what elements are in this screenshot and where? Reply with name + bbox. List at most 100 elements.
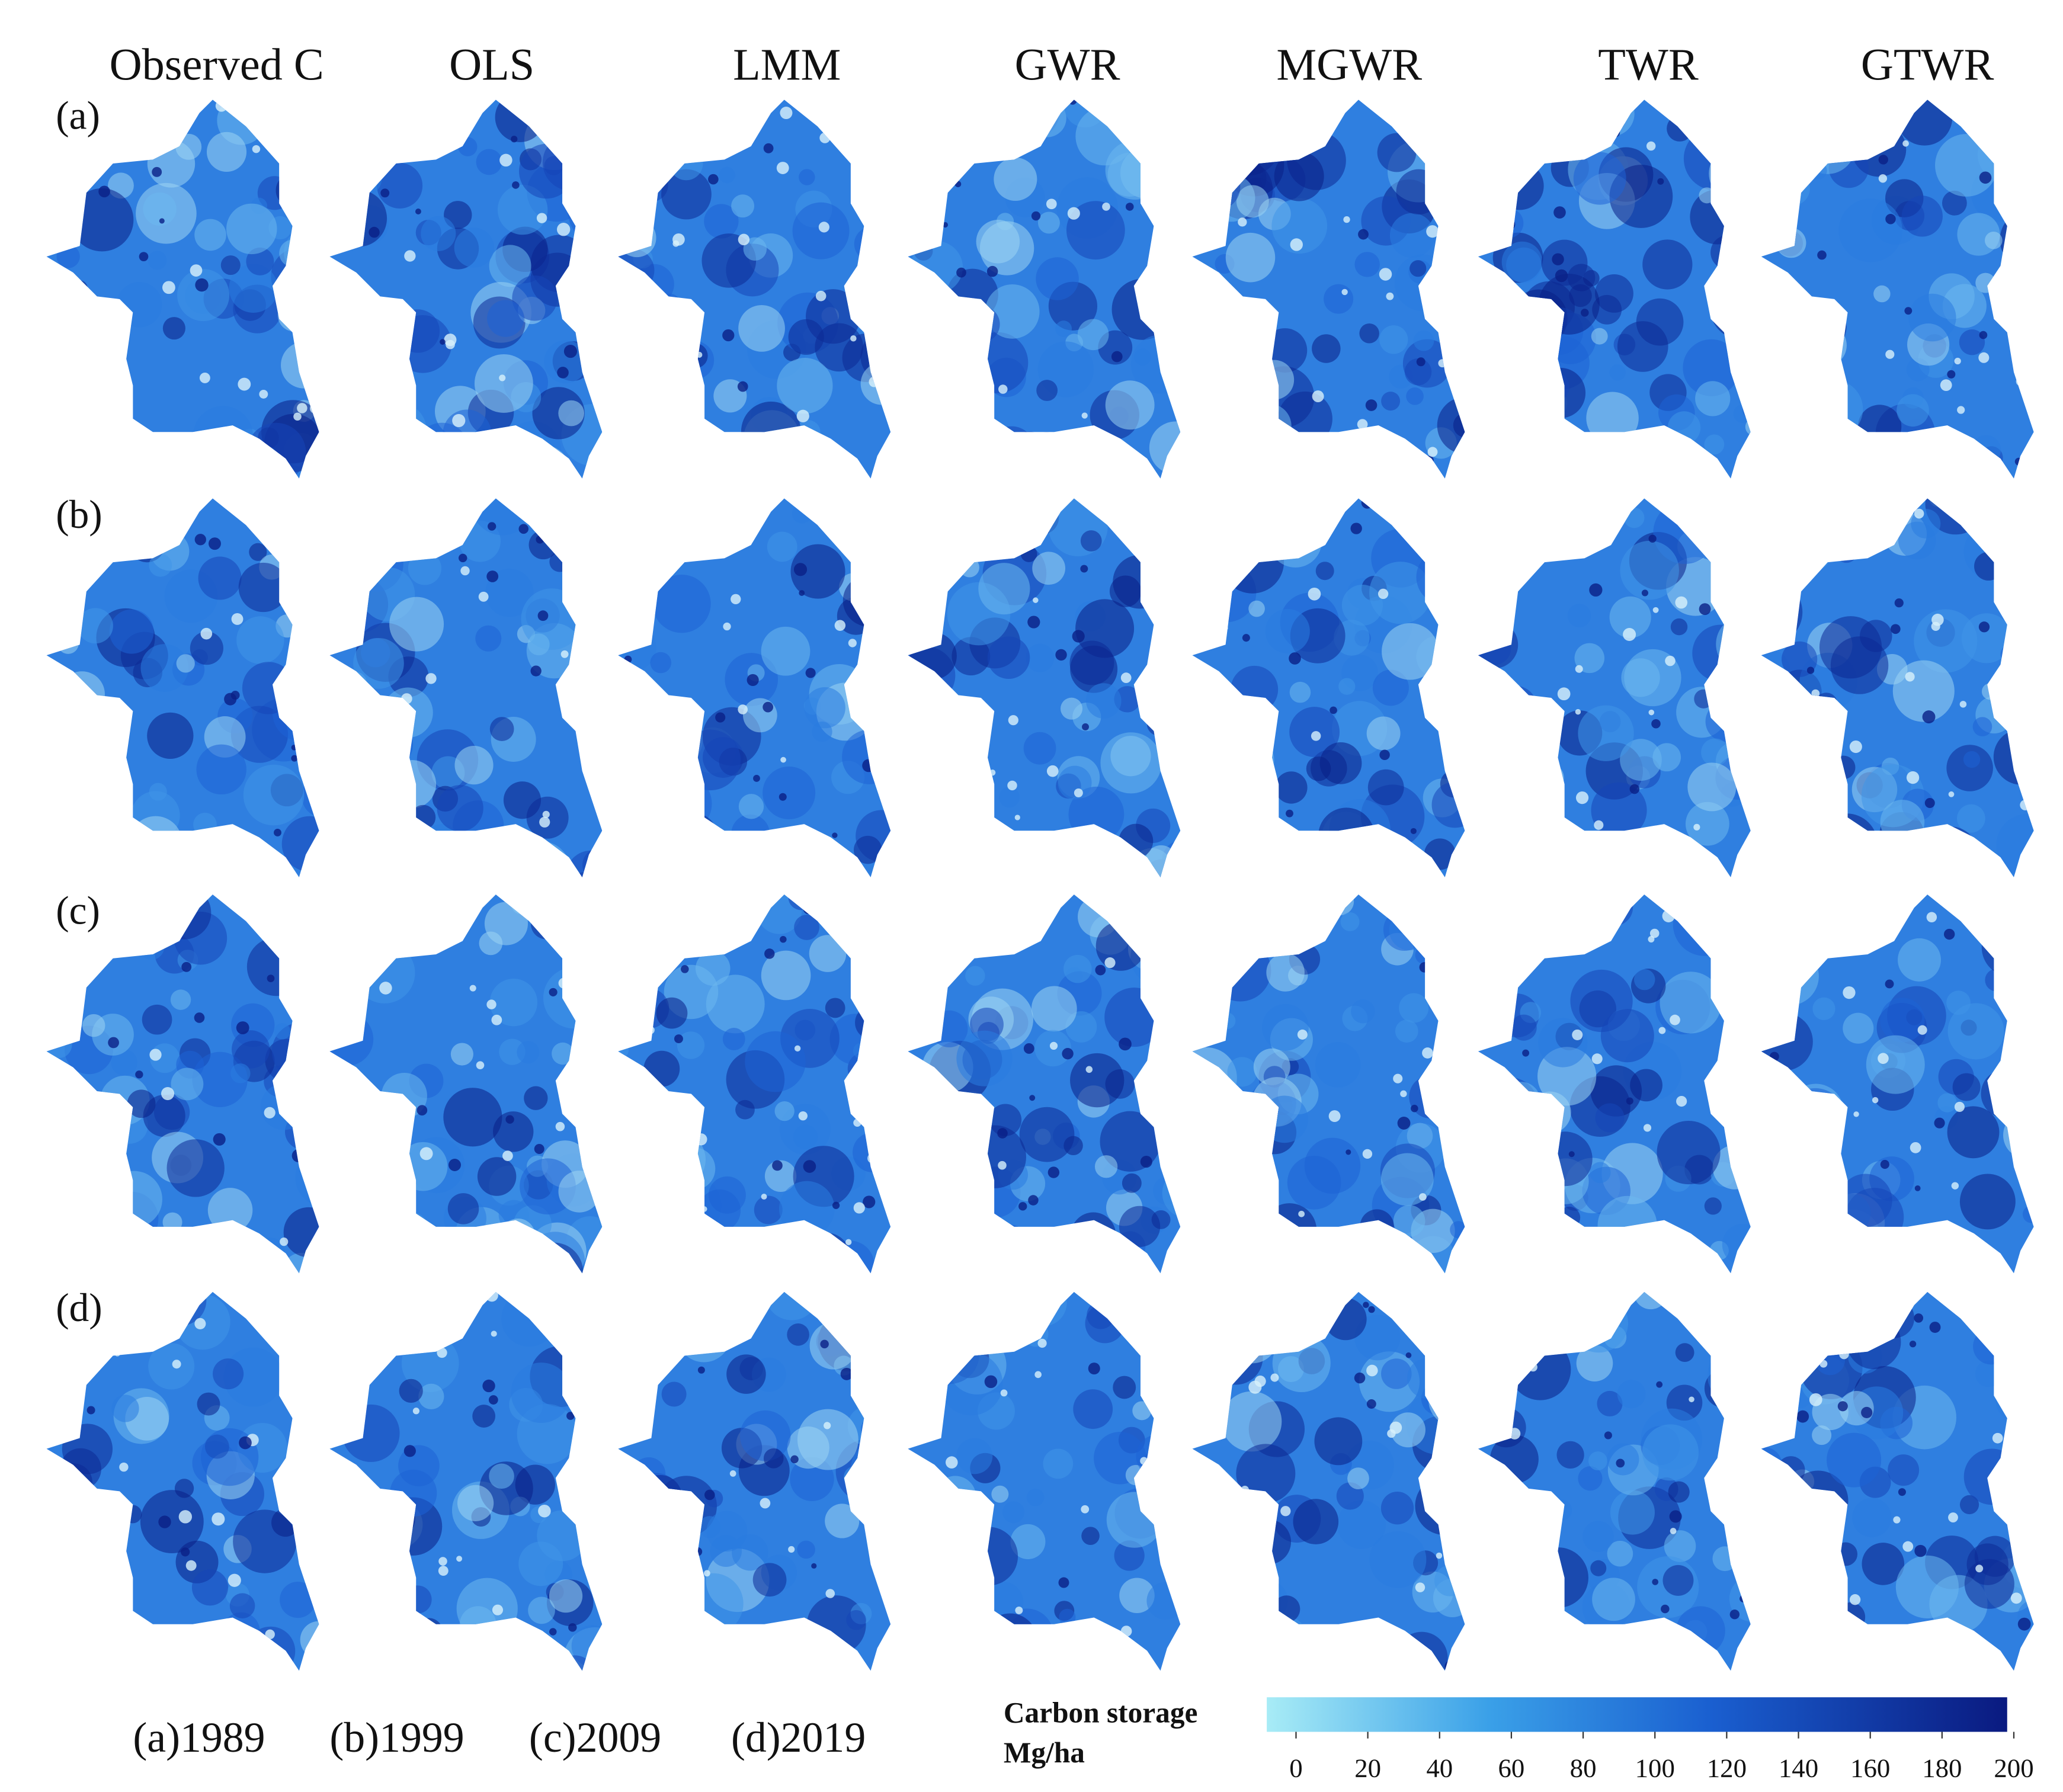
- map-spot: [1363, 1301, 1369, 1309]
- map-blob: [361, 1653, 386, 1671]
- map-spot: [832, 1201, 840, 1209]
- map-blob: [793, 1124, 818, 1150]
- map-spot: [1978, 352, 1990, 363]
- map-blob: [1787, 1114, 1838, 1165]
- map-blob: [1516, 700, 1537, 722]
- column-header: OLS: [449, 40, 534, 90]
- map-blob: [765, 1291, 819, 1320]
- map-blob: [1315, 562, 1334, 581]
- map-blob: [1261, 1095, 1308, 1143]
- map-spot: [738, 704, 748, 714]
- map-fill: [1761, 498, 2034, 877]
- map-blob: [1511, 1618, 1539, 1646]
- map-blob: [988, 426, 1035, 473]
- map-spot: [1924, 798, 1935, 809]
- map-blob: [1952, 1073, 1981, 1101]
- map-blob: [1761, 766, 1799, 825]
- map-spot: [695, 1133, 707, 1146]
- map-spot: [1205, 275, 1218, 288]
- map-spot: [1555, 269, 1568, 283]
- map-blob: [669, 146, 703, 181]
- map-spot: [485, 1668, 496, 1671]
- map-blob: [1573, 152, 1626, 205]
- map-blob: [1192, 1630, 1234, 1671]
- map-blob: [1132, 1401, 1152, 1421]
- map: [1478, 895, 1751, 1274]
- map-spot: [1909, 1341, 1917, 1348]
- map-spot: [592, 934, 603, 944]
- map-blob: [999, 787, 1020, 808]
- map-blob: [644, 819, 670, 844]
- map-blob: [618, 116, 668, 167]
- map-blob: [1488, 1104, 1541, 1158]
- map-blob: [1609, 596, 1651, 638]
- map-blob: [739, 1410, 791, 1461]
- map-blob: [1080, 530, 1102, 552]
- map-blob: [1981, 1069, 2030, 1118]
- map-blob: [1113, 554, 1167, 609]
- map-spot: [956, 267, 966, 278]
- colorbar-tick-label: 40: [1426, 1753, 1453, 1783]
- map-blob: [1528, 1547, 1588, 1608]
- map-spot: [108, 1037, 119, 1049]
- map-blob: [1478, 541, 1500, 565]
- map-blob: [1453, 413, 1465, 438]
- map-spot: [1365, 399, 1378, 411]
- map-blob: [520, 445, 570, 479]
- map-spot: [1311, 1300, 1318, 1307]
- map-blob: [1972, 717, 1992, 737]
- map-blob: [474, 354, 533, 413]
- map-spot: [2010, 1592, 2022, 1604]
- map-spot: [1497, 961, 1508, 973]
- map-blob: [389, 597, 444, 652]
- map-spot: [1575, 665, 1583, 673]
- map-blob: [1478, 529, 1519, 570]
- map-blob: [843, 1466, 866, 1489]
- map: [46, 895, 319, 1274]
- map-blob: [467, 1243, 501, 1274]
- map-blob: [2010, 529, 2034, 585]
- map-spot: [337, 312, 349, 325]
- year-label: (a)1989: [133, 1714, 265, 1761]
- map-blob: [1095, 921, 1146, 971]
- map-blob: [1660, 972, 1722, 1034]
- map-blob: [1071, 1212, 1116, 1258]
- map-blob: [175, 133, 202, 160]
- map-spot: [829, 1652, 840, 1662]
- map-blob: [745, 1031, 806, 1092]
- map-blob: [1507, 498, 1562, 531]
- map-blob: [777, 358, 833, 414]
- map-blob: [191, 1569, 228, 1606]
- map-blob: [1710, 1490, 1733, 1512]
- map-blob: [2003, 243, 2034, 289]
- map-spot: [633, 984, 641, 993]
- map-blob: [524, 1242, 584, 1274]
- map-spot: [1397, 1116, 1411, 1130]
- map-blob: [1443, 938, 1465, 986]
- map-blob: [587, 1121, 603, 1160]
- map-spot: [1417, 146, 1426, 155]
- map-blob: [1620, 739, 1662, 781]
- map-blob: [1380, 1492, 1414, 1525]
- map-blob: [1395, 1020, 1418, 1043]
- map-blob: [1111, 278, 1173, 340]
- map-blob: [212, 435, 252, 477]
- map-spot: [1207, 1667, 1220, 1671]
- column-header: LMM: [733, 40, 841, 90]
- map-spot: [195, 278, 209, 292]
- map-spot: [1286, 809, 1293, 818]
- map-blob: [1526, 719, 1558, 751]
- map-spot: [1910, 1142, 1921, 1153]
- map-blob: [825, 998, 845, 1018]
- map-spot: [874, 1104, 882, 1111]
- map-blob: [1087, 1301, 1115, 1329]
- map-blob: [752, 1563, 787, 1597]
- map-spot: [47, 1492, 57, 1502]
- map-blob: [300, 1621, 319, 1659]
- map-spot: [951, 172, 959, 181]
- map-spot: [591, 647, 600, 656]
- map-spot: [794, 1045, 801, 1052]
- map-spot: [1492, 1346, 1503, 1357]
- map-blob: [880, 1442, 891, 1470]
- map-blob: [1942, 190, 1967, 216]
